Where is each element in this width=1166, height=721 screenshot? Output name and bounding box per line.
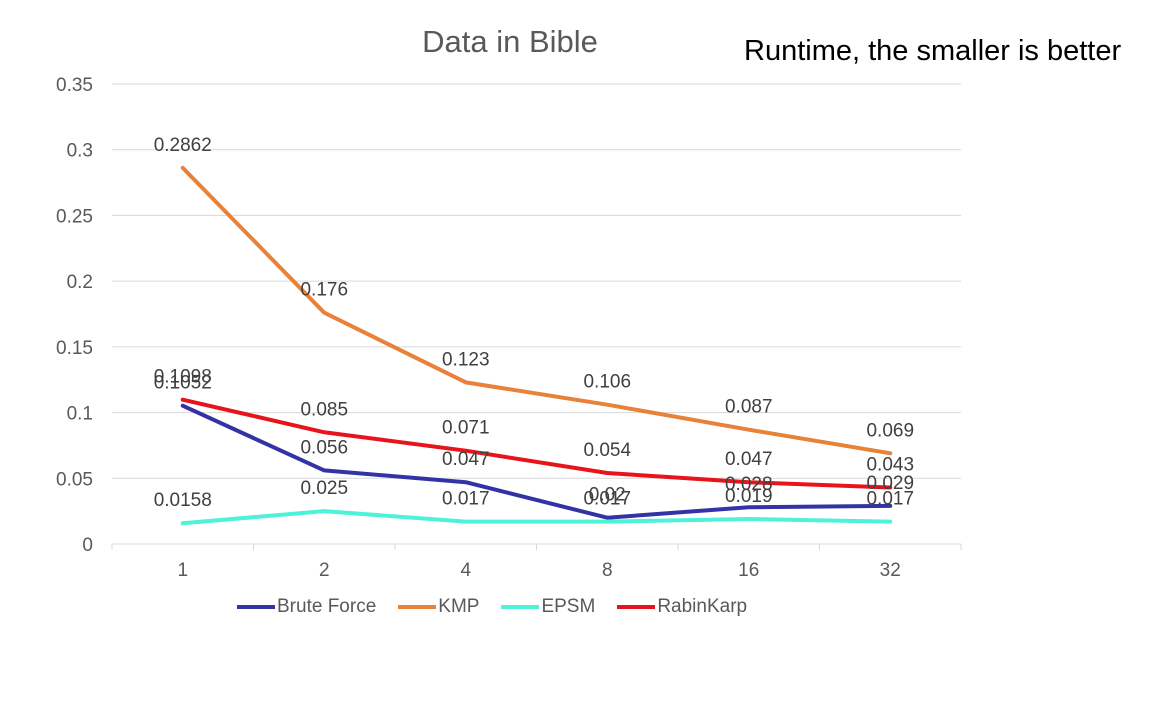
y-tick-label: 0.1 xyxy=(67,404,93,425)
data-label: 0.043 xyxy=(866,454,914,475)
series-line-brute-force xyxy=(180,403,893,520)
y-tick-label: 0.3 xyxy=(67,141,93,162)
series-line-epsm xyxy=(180,509,893,526)
data-label: 0.047 xyxy=(442,449,490,470)
legend-item-brute-force: Brute Force xyxy=(237,596,376,618)
x-tick-label: 2 xyxy=(319,560,330,581)
data-label: 0.019 xyxy=(725,486,773,507)
grid-lines xyxy=(112,83,961,479)
legend-item-epsm: EPSM xyxy=(501,596,595,618)
legend: Brute Force KMP EPSM RabinKarp xyxy=(237,596,769,618)
y-tick-label: 0.2 xyxy=(67,272,93,293)
x-tick-label: 32 xyxy=(880,560,901,581)
x-tick-label: 16 xyxy=(738,560,759,581)
y-tick-label: 0.25 xyxy=(56,206,93,227)
data-label: 0.106 xyxy=(583,372,631,393)
legend-item-rabinkarp: RabinKarp xyxy=(617,596,747,618)
data-label: 0.028 xyxy=(725,474,773,495)
chart-title: Data in Bible xyxy=(422,24,598,59)
y-tick-label: 0.35 xyxy=(56,75,93,96)
data-label: 0.071 xyxy=(442,418,490,439)
legend-label-brute-force: Brute Force xyxy=(277,596,377,617)
data-label: 0.02 xyxy=(589,485,626,506)
x-axis-tick-labels: 1 2 4 8 16 32 xyxy=(177,560,900,581)
y-tick-label: 0.15 xyxy=(56,338,93,359)
series-line-kmp xyxy=(180,165,893,456)
legend-label-kmp: KMP xyxy=(438,596,480,617)
x-tick-label: 8 xyxy=(602,560,613,581)
data-label: 0.029 xyxy=(866,473,914,494)
data-label: 0.017 xyxy=(442,489,490,510)
data-label: 0.054 xyxy=(583,440,631,461)
data-label: 0.017 xyxy=(866,489,914,510)
x-axis xyxy=(111,543,962,550)
data-label: 0.017 xyxy=(583,489,631,510)
data-label: 0.0158 xyxy=(154,490,212,511)
data-label: 0.069 xyxy=(866,420,914,441)
data-label: 0.085 xyxy=(300,399,348,420)
legend-label-epsm: EPSM xyxy=(541,596,596,617)
legend-label-rabinkarp: RabinKarp xyxy=(657,596,748,617)
data-label: 0.2862 xyxy=(154,135,212,156)
chart-annotation: Runtime, the smaller is better xyxy=(744,35,1122,67)
data-label: 0.025 xyxy=(300,478,348,499)
legend-item-kmp: KMP xyxy=(398,596,479,618)
x-tick-label: 4 xyxy=(460,560,471,581)
data-labels: 0.1052 0.056 0.047 0.02 0.028 0.029 0.2862 0.17… xyxy=(154,135,914,511)
data-label: 0.056 xyxy=(300,437,348,458)
y-tick-label: 0.05 xyxy=(56,469,93,490)
y-tick-label: 0 xyxy=(82,535,93,556)
data-label: 0.176 xyxy=(300,280,348,301)
data-label: 0.123 xyxy=(442,349,490,370)
series-line-rabinkarp xyxy=(180,397,893,490)
series-lines xyxy=(180,165,893,526)
legend-swatch-brute-force xyxy=(237,605,275,609)
legend-swatch-rabinkarp xyxy=(617,605,656,609)
data-label: 0.1052 xyxy=(154,373,212,394)
data-label: 0.087 xyxy=(725,397,773,418)
data-label: 0.1098 xyxy=(154,367,212,388)
x-tick-label: 1 xyxy=(177,560,188,581)
y-axis-tick-labels: 0 0.05 0.1 0.15 0.2 0.25 0.3 0.35 xyxy=(56,75,93,556)
legend-swatch-kmp xyxy=(398,605,437,609)
data-label: 0.047 xyxy=(725,449,773,470)
legend-swatch-epsm xyxy=(501,605,540,609)
